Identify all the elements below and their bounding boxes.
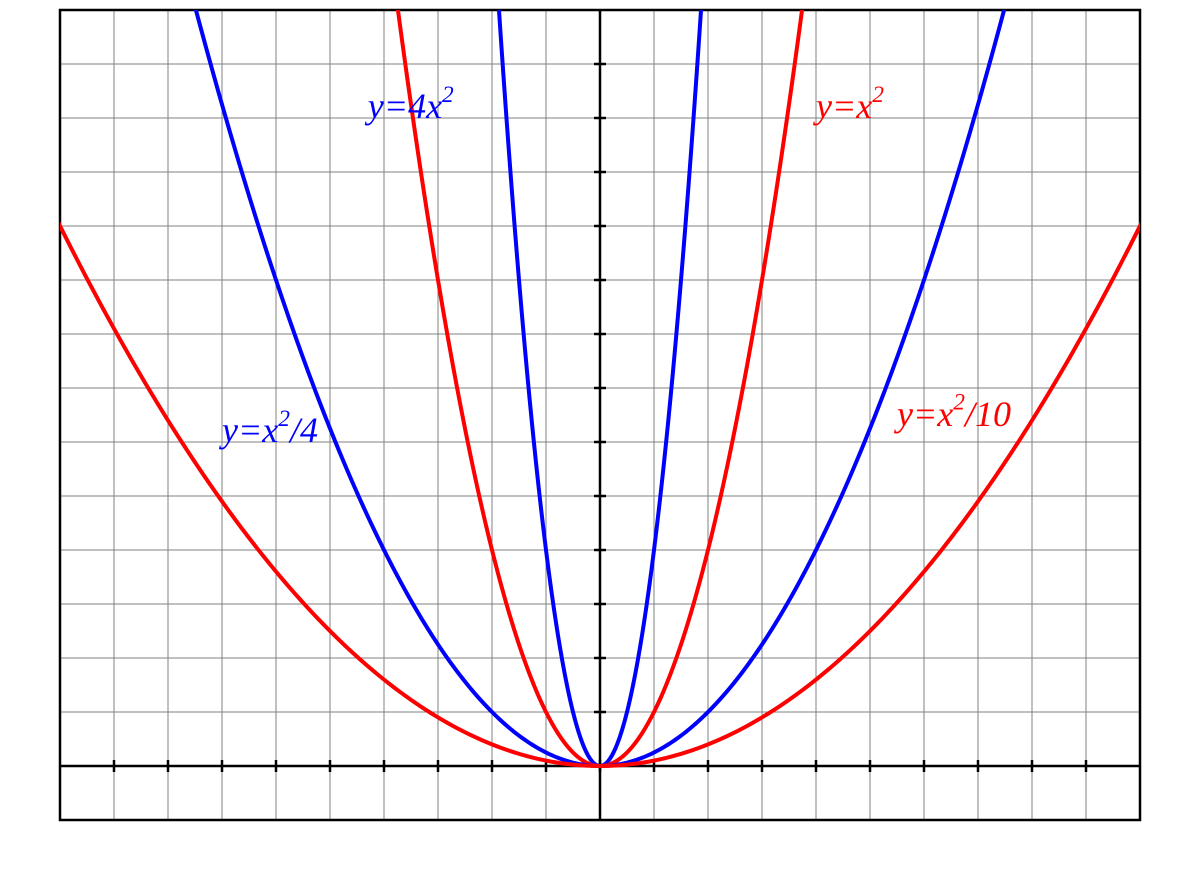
lbl-4x2: y=4x2 xyxy=(365,82,454,126)
parabola-chart: y=4x2y=x2y=x2/4y=x2/10 xyxy=(0,0,1200,875)
lbl-x2o4: y=x2/4 xyxy=(219,406,318,450)
lbl-x2o10: y=x2/10 xyxy=(894,390,1011,434)
